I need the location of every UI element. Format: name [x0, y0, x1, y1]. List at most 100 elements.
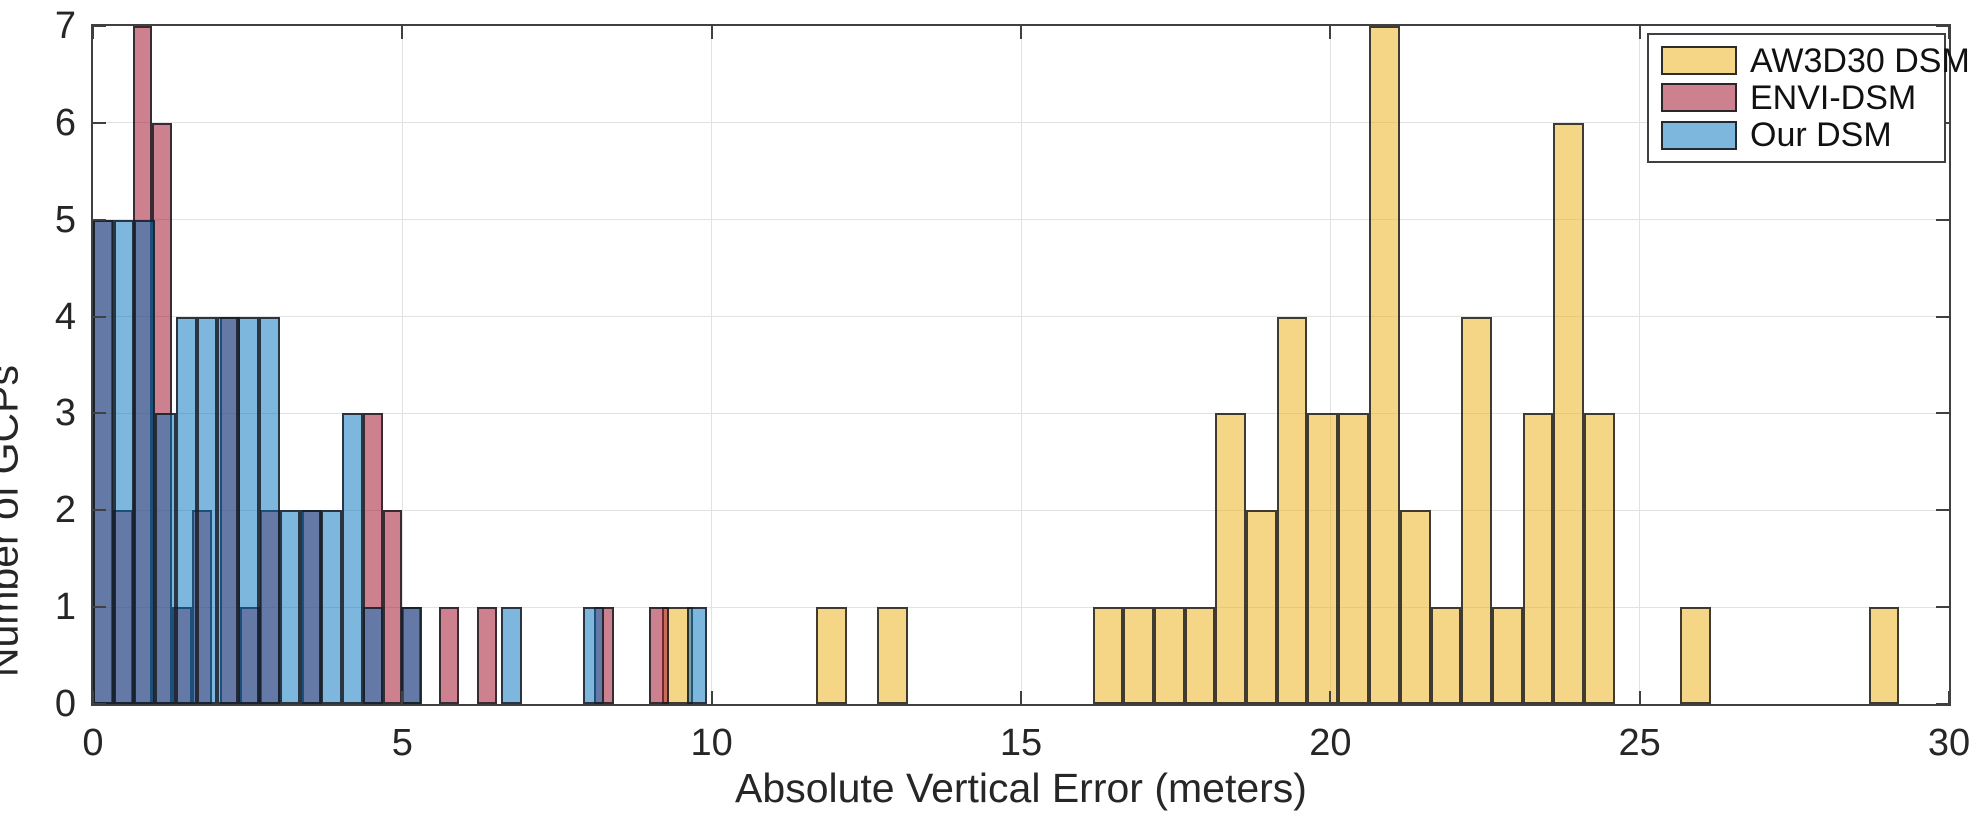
- x-tick-top-0: [92, 26, 94, 39]
- histogram-bar-our-dsm: [155, 413, 176, 704]
- gridline-y-6: [93, 122, 1949, 124]
- x-tick-label-5: 5: [391, 722, 413, 764]
- x-tick-label-0: 0: [82, 722, 104, 764]
- y-tick-right-4: [1936, 315, 1949, 318]
- x-tick-5: [401, 691, 404, 704]
- y-tick-label-4: 4: [54, 295, 76, 338]
- x-tick-top-15: [1020, 26, 1022, 39]
- histogram-bar-aw3d30-dsm: [816, 607, 848, 704]
- histogram-bar-envi-dsm: [439, 607, 460, 704]
- legend-entry-envi: ENVI-DSM: [1661, 81, 1936, 115]
- y-tick-label-1: 1: [54, 586, 76, 629]
- legend-box: AW3D30 DSM ENVI-DSM Our DSM: [1647, 33, 1970, 163]
- histogram-bar-our-dsm: [686, 607, 708, 704]
- legend-swatch-envi: [1661, 83, 1737, 113]
- x-tick-label-20: 20: [1309, 722, 1352, 764]
- x-tick-top-25: [1638, 26, 1641, 39]
- histogram-bar-aw3d30-dsm: [1399, 510, 1431, 704]
- y-tick-7: [93, 25, 106, 27]
- gridline-y-3: [93, 412, 1949, 414]
- legend-swatch-aw3d30: [1661, 46, 1737, 76]
- legend-entry-aw3d30: AW3D30 DSM: [1661, 44, 1970, 78]
- histogram-bar-aw3d30-dsm: [1307, 413, 1339, 704]
- x-tick-top-10: [710, 26, 713, 39]
- histogram-bar-aw3d30-dsm: [1215, 413, 1247, 704]
- histogram-bar-our-dsm: [217, 316, 239, 704]
- histogram-bar-our-dsm: [362, 607, 384, 704]
- histogram-bar-aw3d30-dsm: [1430, 607, 1461, 704]
- gridline-y-5: [93, 219, 1949, 221]
- histogram-bar-aw3d30-dsm: [1868, 607, 1900, 704]
- histogram-bar-aw3d30-dsm: [1553, 122, 1584, 704]
- histogram-bar-aw3d30-dsm: [1154, 607, 1185, 704]
- gridline-x-25: [1639, 26, 1641, 704]
- x-tick-top-20: [1329, 26, 1332, 39]
- gridline-y-1: [93, 606, 1949, 608]
- y-tick-label-5: 5: [54, 198, 76, 241]
- histogram-bar-our-dsm: [114, 219, 135, 704]
- histogram-bar-our-dsm: [175, 316, 197, 704]
- histogram-bar-our-dsm: [196, 316, 218, 704]
- histogram-bar-our-dsm: [134, 219, 156, 704]
- y-tick-right-1: [1936, 606, 1949, 609]
- x-tick-15: [1020, 691, 1022, 704]
- plot-box: [91, 24, 1951, 706]
- y-tick-right-0: [1936, 703, 1949, 705]
- histogram-bar-our-dsm: [401, 607, 422, 704]
- y-tick-6: [93, 121, 106, 124]
- histogram-bar-aw3d30-dsm: [1680, 607, 1711, 704]
- x-tick-top-30: [1948, 26, 1950, 39]
- y-tick-label-6: 6: [54, 101, 76, 144]
- histogram-bar-envi-dsm: [477, 607, 497, 704]
- gridline-x-5: [401, 26, 403, 704]
- y-tick-label-3: 3: [54, 392, 76, 435]
- y-tick-4: [93, 315, 106, 318]
- legend-label-aw3d30: AW3D30 DSM: [1750, 41, 1970, 80]
- x-tick-25: [1638, 691, 1641, 704]
- legend-label-our: Our DSM: [1750, 116, 1892, 155]
- y-tick-right-5: [1936, 218, 1949, 221]
- legend-entry-our: Our DSM: [1661, 118, 1936, 152]
- gridline-y-2: [93, 509, 1949, 511]
- histogram-bar-aw3d30-dsm: [1491, 607, 1523, 704]
- histogram-bar-our-dsm: [258, 316, 280, 704]
- histogram-bar-aw3d30-dsm: [1368, 26, 1400, 704]
- y-tick-label-0: 0: [54, 683, 76, 725]
- y-tick-5: [93, 218, 106, 221]
- x-tick-10: [710, 691, 713, 704]
- y-tick-3: [93, 412, 106, 415]
- x-tick-20: [1329, 691, 1332, 704]
- y-tick-1: [93, 606, 106, 609]
- y-axis-label-text: Number of GCPs: [0, 365, 26, 678]
- histogram-bar-our-dsm: [321, 510, 342, 704]
- x-tick-label-15: 15: [999, 722, 1043, 764]
- histogram-bar-aw3d30-dsm: [1184, 607, 1216, 704]
- y-tick-right-2: [1936, 509, 1949, 512]
- histogram-bar-aw3d30-dsm: [877, 607, 909, 704]
- histogram-bar-our-dsm: [341, 413, 363, 704]
- x-tick-label-30: 30: [1927, 722, 1971, 764]
- histogram-bar-our-dsm: [300, 510, 322, 704]
- histogram-bar-aw3d30-dsm: [1522, 413, 1554, 704]
- y-tick-2: [93, 509, 106, 512]
- y-tick-0: [93, 703, 106, 705]
- histogram-bar-our-dsm: [501, 607, 522, 704]
- x-axis-label: Absolute Vertical Error (meters): [735, 765, 1307, 811]
- y-tick-right-3: [1936, 412, 1949, 415]
- x-tick-label-10: 10: [690, 722, 733, 764]
- legend-label-envi: ENVI-DSM: [1750, 78, 1917, 117]
- histogram-bar-aw3d30-dsm: [1123, 607, 1154, 704]
- x-tick-0: [92, 691, 94, 704]
- histogram-bar-our-dsm: [582, 607, 604, 704]
- histogram-bar-aw3d30-dsm: [1583, 413, 1615, 704]
- histogram-bar-our-dsm: [279, 510, 301, 704]
- histogram-bar-aw3d30-dsm: [1338, 413, 1369, 704]
- histogram-bar-aw3d30-dsm: [1460, 316, 1492, 704]
- gridline-x-20: [1329, 26, 1331, 704]
- y-tick-label-7: 7: [54, 5, 76, 47]
- histogram-bar-envi-dsm: [382, 510, 403, 704]
- histogram-bar-aw3d30-dsm: [1092, 607, 1124, 704]
- histogram-bar-aw3d30-dsm: [1277, 316, 1308, 704]
- histogram-bar-aw3d30-dsm: [1246, 510, 1278, 704]
